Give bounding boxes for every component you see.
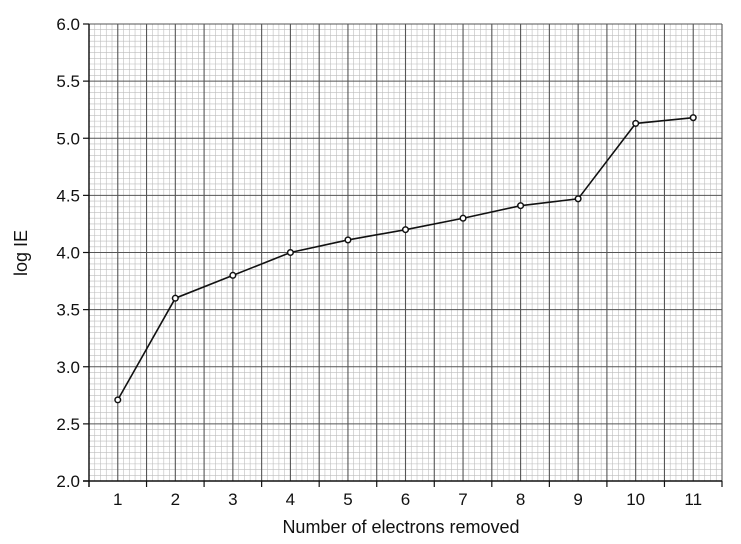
y-tick-label: 4.5 <box>56 186 80 205</box>
x-tick-label: 8 <box>516 490 525 509</box>
x-tick-label: 6 <box>401 490 410 509</box>
y-tick-label: 2.5 <box>56 415 80 434</box>
data-point <box>171 294 179 302</box>
series-group <box>114 114 697 404</box>
x-tick-label: 9 <box>573 490 582 509</box>
data-point <box>114 396 122 404</box>
x-tick-label: 4 <box>286 490 295 509</box>
x-tick-label: 7 <box>458 490 467 509</box>
y-tick-label: 3.5 <box>56 301 80 320</box>
data-point <box>574 195 582 203</box>
data-point <box>517 202 525 210</box>
major-grid <box>88 23 723 482</box>
y-tick-label: 3.0 <box>56 358 80 377</box>
data-point <box>229 271 237 279</box>
x-tick-label: 2 <box>171 490 180 509</box>
y-axis-label: log IE <box>11 230 31 276</box>
x-tick-label: 5 <box>343 490 352 509</box>
data-point <box>689 114 697 122</box>
y-tick-label: 4.0 <box>56 244 80 263</box>
y-tick-label: 2.0 <box>56 472 80 491</box>
y-tick-label: 5.0 <box>56 129 80 148</box>
data-point <box>459 214 467 222</box>
y-tick-label: 6.0 <box>56 15 80 34</box>
x-tick-labels: 1 2 3 4 5 6 7 8 9 10 11 <box>113 490 702 509</box>
data-point <box>401 226 410 234</box>
data-point <box>632 119 640 127</box>
x-tick-label: 10 <box>626 490 645 509</box>
y-tick-label: 5.5 <box>56 72 80 91</box>
data-point <box>344 236 352 244</box>
axes <box>83 23 723 487</box>
data-point <box>286 248 294 257</box>
x-tick-label: 3 <box>228 490 237 509</box>
y-tick-labels: 2.0 2.5 3.0 3.5 4.0 4.5 5.0 5.5 6.0 <box>56 15 80 491</box>
x-tick-label: 11 <box>684 490 702 509</box>
x-tick-label: 1 <box>113 490 122 509</box>
x-axis-label: Number of electrons removed <box>282 517 519 537</box>
